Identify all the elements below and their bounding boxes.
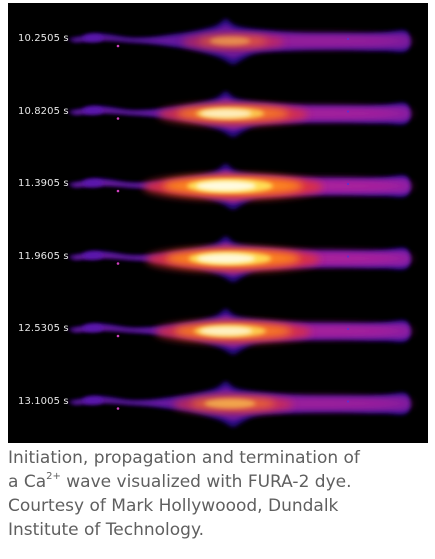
caption-text: wave visualized with FURA-2 dye. xyxy=(60,472,352,492)
timestamp-label: 11.3905 s xyxy=(18,178,69,189)
cell-frame xyxy=(68,164,413,210)
cell-frame xyxy=(68,91,413,138)
timestamp-label: 12.5305 s xyxy=(18,323,69,334)
cell-frame xyxy=(68,309,413,355)
cell-frame xyxy=(68,19,413,65)
caption-line: Initiation, propagation and termination … xyxy=(8,448,360,468)
figure-caption: Initiation, propagation and termination … xyxy=(8,446,430,542)
calcium-imaging-figure: 10.2505 s 10.8205 s 11.3905 s 11.9605 s … xyxy=(8,3,428,443)
caption-line: Institute of Technology. xyxy=(8,520,204,540)
caption-superscript: 2+ xyxy=(46,471,61,483)
cell-frame xyxy=(68,236,413,283)
timestamp-label: 11.9605 s xyxy=(18,250,69,262)
caption-line: Courtesy of Mark Hollywoood, Dundalk xyxy=(8,496,339,516)
timestamp-label: 10.8205 s xyxy=(18,105,69,117)
caption-line: a Ca2+ wave visualized with FURA-2 dye. xyxy=(8,470,430,494)
fluorescence-frames xyxy=(68,19,413,428)
timestamp-label: 13.1005 s xyxy=(18,395,69,407)
caption-text: a Ca xyxy=(8,472,47,492)
timestamp-label: 10.2505 s xyxy=(18,33,69,44)
cell-frame xyxy=(68,381,413,428)
